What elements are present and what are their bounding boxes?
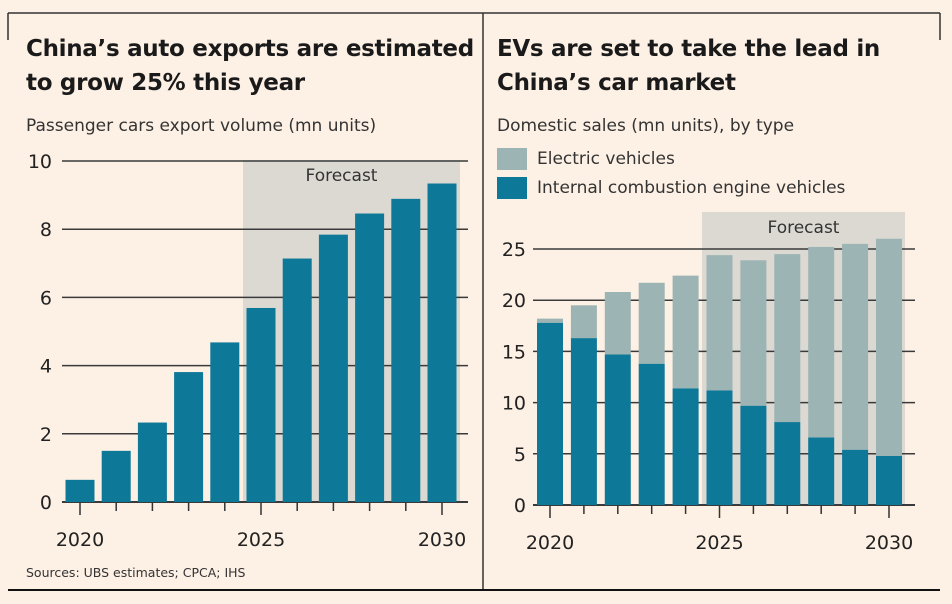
right-bar-ice: [537, 322, 563, 505]
right-chart-subtitle: Domestic sales (mn units), by type: [497, 116, 795, 136]
source-note: Sources: UBS estimates; CPCA; IHS: [26, 565, 246, 580]
left-y-tick-label: 6: [40, 287, 52, 309]
right-bar-ev: [774, 254, 801, 423]
left-x-tick-label: 2025: [237, 529, 285, 551]
legend-swatch-ev: [497, 148, 527, 170]
left-chart-subtitle: Passenger cars export volume (mn units): [26, 116, 377, 136]
right-bar-ev: [740, 260, 767, 406]
left-bar: [391, 198, 421, 502]
right-y-tick-label: 5: [514, 444, 526, 466]
right-y-tick-label: 25: [502, 239, 526, 261]
legend-label-ice: Internal combustion engine vehicles: [537, 178, 846, 198]
right-y-tick-label: 10: [502, 393, 526, 415]
right-bar-ice: [604, 354, 631, 505]
right-bar-ev: [672, 275, 699, 389]
legend-swatch-ice: [497, 177, 527, 199]
right-x-tick-label: 2030: [865, 532, 913, 554]
left-y-tick-label: 2: [40, 424, 52, 446]
right-forecast-shade: [702, 212, 905, 505]
right-bar-ev: [638, 282, 665, 364]
right-bar-ice: [706, 390, 733, 505]
right-bar-ice: [570, 338, 597, 505]
right-bar-ice: [774, 422, 801, 505]
right-bar-ice: [638, 363, 665, 505]
left-chart-title: China’s auto exports are estimated to gr…: [26, 36, 474, 96]
right-bar-ev: [537, 318, 563, 323]
right-bar-ev: [604, 292, 631, 355]
right-bar-ice: [740, 405, 767, 505]
left-bar: [246, 307, 276, 502]
left-bar: [318, 234, 348, 502]
left-bar: [174, 372, 204, 502]
right-x-tick-label: 2025: [695, 532, 743, 554]
right-bar-ice: [808, 437, 835, 505]
right-bar-ice: [672, 388, 699, 505]
right-chart-title: EVs are set to take the lead in China’s …: [497, 36, 880, 96]
right-bar-ev: [876, 238, 902, 456]
left-bar: [355, 213, 385, 503]
left-bar: [101, 450, 131, 502]
left-y-tick-label: 0: [40, 492, 52, 514]
right-y-tick-label: 0: [514, 495, 526, 517]
legend-item-ice: Internal combustion engine vehicles: [497, 177, 845, 199]
left-forecast-label: Forecast: [306, 166, 378, 186]
left-x-tick-label: 2030: [418, 529, 466, 551]
right-bar-ice: [842, 449, 869, 505]
left-bar: [65, 479, 95, 502]
left-bar: [282, 258, 312, 502]
left-y-tick-label: 4: [40, 356, 52, 378]
left-y-tick-label: 10: [28, 151, 52, 173]
right-y-tick-label: 20: [502, 290, 526, 312]
right-bar-ev: [570, 305, 597, 339]
left-bar: [137, 422, 167, 502]
right-bar-ev: [706, 255, 733, 391]
legend-item-ev: Electric vehicles: [497, 148, 675, 170]
right-bar-ice: [876, 455, 902, 505]
right-bar-ev: [842, 243, 869, 450]
left-forecast-shade: [243, 160, 460, 502]
right-x-tick-label: 2020: [526, 532, 574, 554]
left-bar: [210, 342, 240, 502]
left-x-tick-label: 2020: [56, 529, 104, 551]
legend-label-ev: Electric vehicles: [537, 149, 675, 169]
right-forecast-label: Forecast: [768, 218, 840, 238]
left-bar: [427, 183, 457, 503]
right-y-tick-label: 15: [502, 341, 526, 363]
left-y-tick-label: 8: [40, 219, 52, 241]
right-bar-ev: [808, 246, 835, 438]
